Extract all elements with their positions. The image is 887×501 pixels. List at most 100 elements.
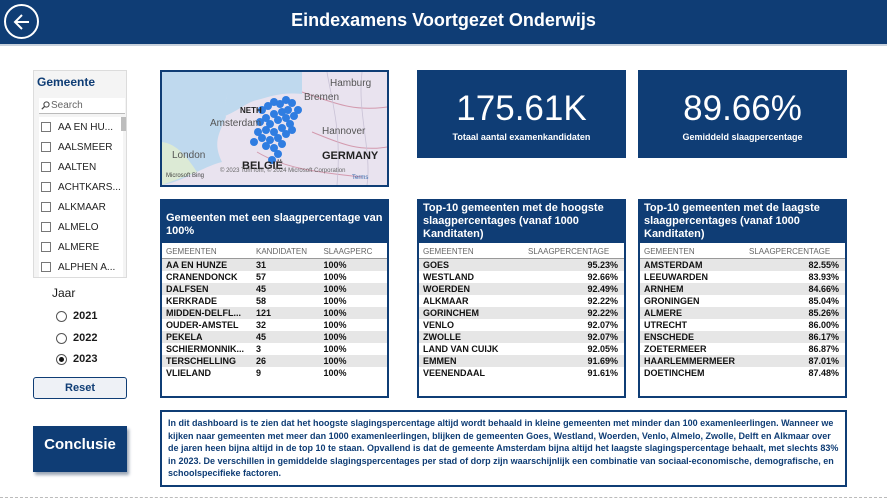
- table-row[interactable]: VLIELAND 9 100%: [162, 367, 387, 379]
- checkbox[interactable]: [41, 162, 51, 172]
- map-copyright: © 2023 TomTom, © 2024 Microsoft Corporat…: [220, 168, 346, 174]
- table-row[interactable]: EMMEN 91.69%: [419, 355, 624, 367]
- header-bar: Eindexamens Voortgezet Onderwijs: [0, 0, 887, 44]
- table-row[interactable]: KERKRADE 58 100%: [162, 295, 387, 307]
- slicer-item[interactable]: AALSMEER: [39, 137, 123, 157]
- column-header[interactable]: SLAAGPERC: [323, 247, 373, 256]
- table-row[interactable]: TERSCHELLING 26 100%: [162, 355, 387, 367]
- table-row[interactable]: HAARLEMMERMEER 87.01%: [640, 355, 845, 367]
- slicer-title: Gemeente: [37, 75, 96, 89]
- table-cell: 100%: [323, 344, 347, 354]
- map-label-hamburg: Hamburg: [330, 78, 372, 89]
- table-cell: ENSCHEDE: [644, 332, 695, 342]
- table-row[interactable]: VENLO 92.07%: [419, 319, 624, 331]
- table-cell: 87.48%: [808, 368, 839, 378]
- map-terms-link[interactable]: Terms: [352, 175, 369, 181]
- checkbox[interactable]: [41, 242, 51, 252]
- table-cell: DOETINCHEM: [644, 368, 705, 378]
- table-row[interactable]: SCHIERMONNIK... 3 100%: [162, 343, 387, 355]
- slicer-item[interactable]: ALKMAAR: [39, 197, 123, 217]
- checkbox[interactable]: [41, 222, 51, 232]
- kpi-label: Gemiddeld slaagpercentage: [682, 132, 803, 142]
- slicer-item[interactable]: ALMERE: [39, 237, 123, 257]
- table-cell: 100%: [323, 356, 347, 366]
- column-header[interactable]: GEMEENTEN: [166, 247, 217, 256]
- checkbox[interactable]: [41, 122, 51, 132]
- column-header[interactable]: KANDIDATEN: [256, 247, 307, 256]
- checkbox[interactable]: [41, 262, 51, 272]
- table-cell: DALFSEN: [166, 284, 209, 294]
- back-button[interactable]: [4, 4, 39, 39]
- table-row[interactable]: GOES 95.23%: [419, 259, 624, 271]
- table-header: GEMEENTEN SLAAGPERCENTAGE: [419, 243, 624, 259]
- table-cell: OUDER-AMSTEL: [166, 320, 239, 330]
- conclusie-button[interactable]: Conclusie: [33, 426, 127, 472]
- column-header[interactable]: SLAAGPERCENTAGE: [749, 247, 831, 256]
- slicer-scrollbar[interactable]: [121, 117, 126, 131]
- table-row[interactable]: OUDER-AMSTEL 32 100%: [162, 319, 387, 331]
- radio-button-selected[interactable]: [56, 353, 67, 365]
- table-cell: 86.00%: [808, 320, 839, 330]
- slicer-item[interactable]: ALPHEN A...: [39, 257, 123, 277]
- checkbox[interactable]: [41, 202, 51, 212]
- table-row[interactable]: MIDDEN-DELFL... 121 100%: [162, 307, 387, 319]
- table-row[interactable]: LEEUWARDEN 83.93%: [640, 271, 845, 283]
- reset-button[interactable]: Reset: [33, 377, 127, 399]
- table-cell: PEKELA: [166, 332, 203, 342]
- radio-2022[interactable]: 2022: [56, 332, 97, 344]
- column-header[interactable]: GEMEENTEN: [423, 247, 474, 256]
- kpi-card-kandidaten: 175.61K Totaal aantal examenkandidaten: [417, 70, 626, 158]
- slicer-item-label: ALPHEN A...: [58, 261, 116, 273]
- table-cell: WOERDEN: [423, 284, 470, 294]
- map-background: [162, 72, 387, 185]
- radio-2021[interactable]: 2021: [56, 310, 97, 322]
- table-row[interactable]: VEENENDAAL 91.61%: [419, 367, 624, 379]
- table-row[interactable]: AMSTERDAM 82.55%: [640, 259, 845, 271]
- table-row[interactable]: ENSCHEDE 86.17%: [640, 331, 845, 343]
- table-row[interactable]: GRONINGEN 85.04%: [640, 295, 845, 307]
- column-header[interactable]: GEMEENTEN: [644, 247, 695, 256]
- slicer-item-label: ACHTKARS...: [58, 181, 121, 193]
- map-label-london: London: [172, 150, 206, 161]
- table-row[interactable]: UTRECHT 86.00%: [640, 319, 845, 331]
- slicer-item[interactable]: AALTEN: [39, 157, 123, 177]
- radio-button[interactable]: [56, 332, 67, 344]
- table-row[interactable]: ZWOLLE 92.07%: [419, 331, 624, 343]
- table-row[interactable]: DOETINCHEM 87.48%: [640, 367, 845, 379]
- radio-button[interactable]: [56, 310, 67, 322]
- table-row[interactable]: ZOETERMEER 86.87%: [640, 343, 845, 355]
- table-row[interactable]: GORINCHEM 92.22%: [419, 307, 624, 319]
- table-cell: 87.01%: [808, 356, 839, 366]
- table-lowest: Top-10 gemeenten met de laagste slaagper…: [638, 199, 847, 398]
- back-arrow-icon: [13, 14, 29, 30]
- slicer-item[interactable]: AA EN HU...: [39, 117, 123, 137]
- checkbox[interactable]: [41, 182, 51, 192]
- table-row[interactable]: WOERDEN 92.49%: [419, 283, 624, 295]
- table-row[interactable]: ALMERE 85.26%: [640, 307, 845, 319]
- column-header[interactable]: SLAAGPERCENTAGE: [528, 247, 610, 256]
- table-cell: 92.49%: [587, 284, 618, 294]
- map-visual[interactable]: Hamburg Bremen Amsterdam Hannover London…: [160, 70, 389, 187]
- table-cell: EMMEN: [423, 356, 457, 366]
- table-row[interactable]: AA EN HUNZE 31 100%: [162, 259, 387, 271]
- slicer-search-input[interactable]: Search: [39, 98, 125, 114]
- table-cell: CRANENDONCK: [166, 272, 238, 282]
- table-row[interactable]: ALKMAAR 92.22%: [419, 295, 624, 307]
- table-title: Top-10 gemeenten met de laagste slaagper…: [640, 199, 845, 243]
- table-row[interactable]: ARNHEM 84.66%: [640, 283, 845, 295]
- table-title: Top-10 gemeenten met de hoogste slaagper…: [419, 199, 624, 243]
- table-highest: Top-10 gemeenten met de hoogste slaagper…: [417, 199, 626, 398]
- checkbox[interactable]: [41, 142, 51, 152]
- table-cell: ALMERE: [644, 308, 682, 318]
- table-cell: 3: [256, 344, 262, 354]
- table-row[interactable]: PEKELA 45 100%: [162, 331, 387, 343]
- table-row[interactable]: DALFSEN 45 100%: [162, 283, 387, 295]
- slicer-item[interactable]: ACHTKARS...: [39, 177, 123, 197]
- table-row[interactable]: WESTLAND 92.66%: [419, 271, 624, 283]
- table-header: GEMEENTEN KANDIDATEN SLAAGPERC: [162, 243, 387, 259]
- table-row[interactable]: LAND VAN CUIJK 92.05%: [419, 343, 624, 355]
- table-cell: 100%: [323, 260, 347, 270]
- radio-2023[interactable]: 2023: [56, 353, 97, 365]
- slicer-item[interactable]: ALMELO: [39, 217, 123, 237]
- table-row[interactable]: CRANENDONCK 57 100%: [162, 271, 387, 283]
